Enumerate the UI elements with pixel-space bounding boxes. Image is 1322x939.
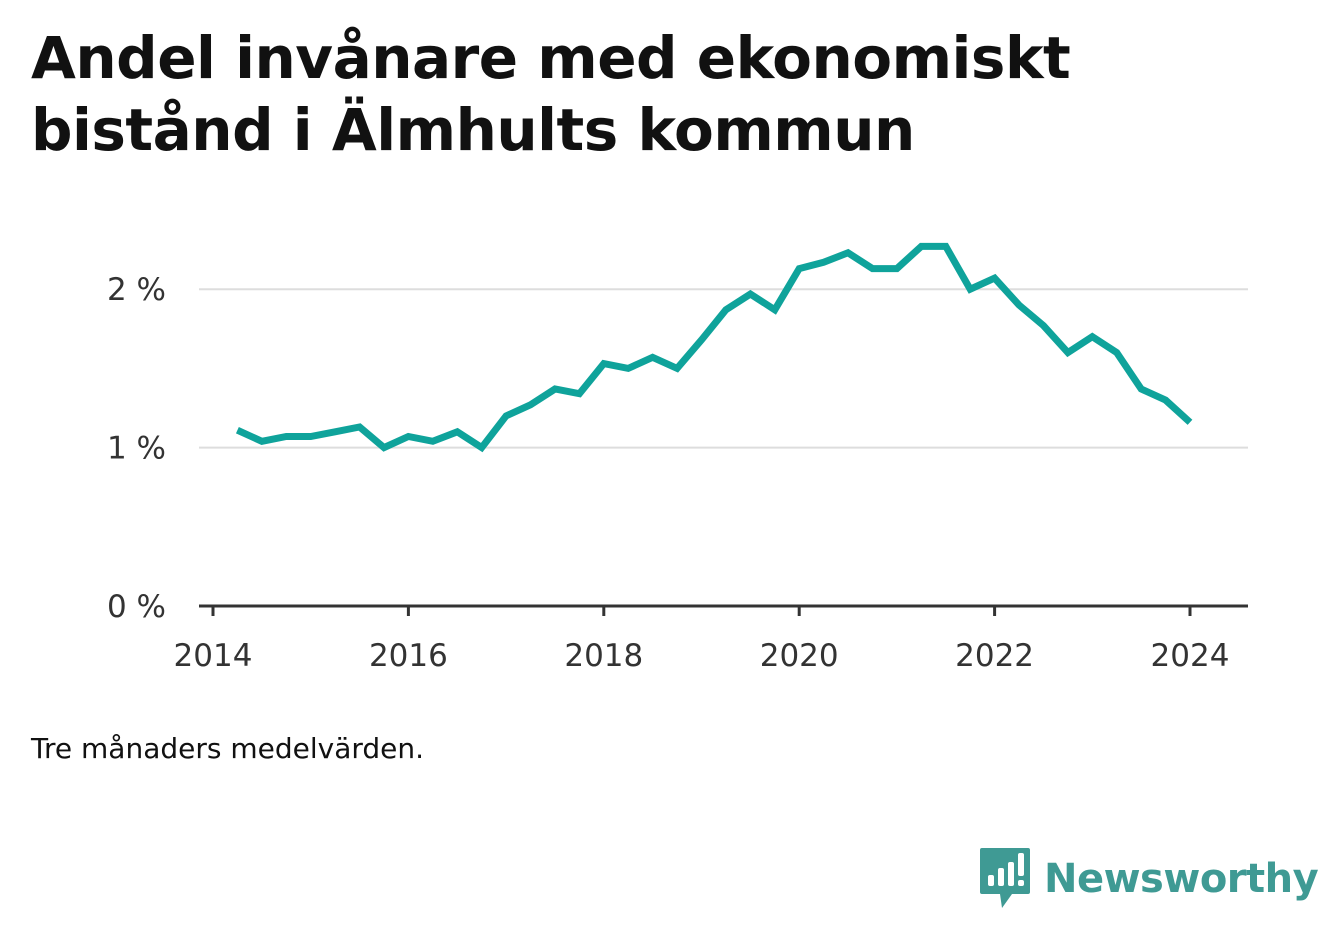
series-line-0 xyxy=(235,242,1193,453)
brand-name: Newsworthy xyxy=(1044,856,1319,902)
series-layer xyxy=(235,242,1193,453)
x-axis xyxy=(199,604,1248,616)
x-axis-tick-labels: 2014 2016 2018 2020 2022 2024 xyxy=(174,638,1230,674)
newsworthy-logo-icon xyxy=(980,848,1030,908)
y-tick-label: 0 % xyxy=(107,589,166,625)
y-tick-label: 2 % xyxy=(107,272,166,308)
gridlines xyxy=(199,288,1248,449)
x-tick-label: 2018 xyxy=(564,638,643,674)
x-tick-label: 2014 xyxy=(174,638,253,674)
chart-caption: Tre månaders medelvärden. xyxy=(31,732,425,765)
x-tick-label: 2022 xyxy=(955,638,1034,674)
chart-title: Andel invånare med ekonomiskt bistånd i … xyxy=(31,24,1071,164)
y-axis-tick-labels: 0 % 1 % 2 % xyxy=(107,272,166,625)
brand-logo: Newsworthy xyxy=(980,848,1319,910)
x-tick-label: 2020 xyxy=(760,638,839,674)
x-tick-label: 2016 xyxy=(369,638,448,674)
y-tick-label: 1 % xyxy=(107,431,166,467)
x-tick-label: 2024 xyxy=(1151,638,1230,674)
